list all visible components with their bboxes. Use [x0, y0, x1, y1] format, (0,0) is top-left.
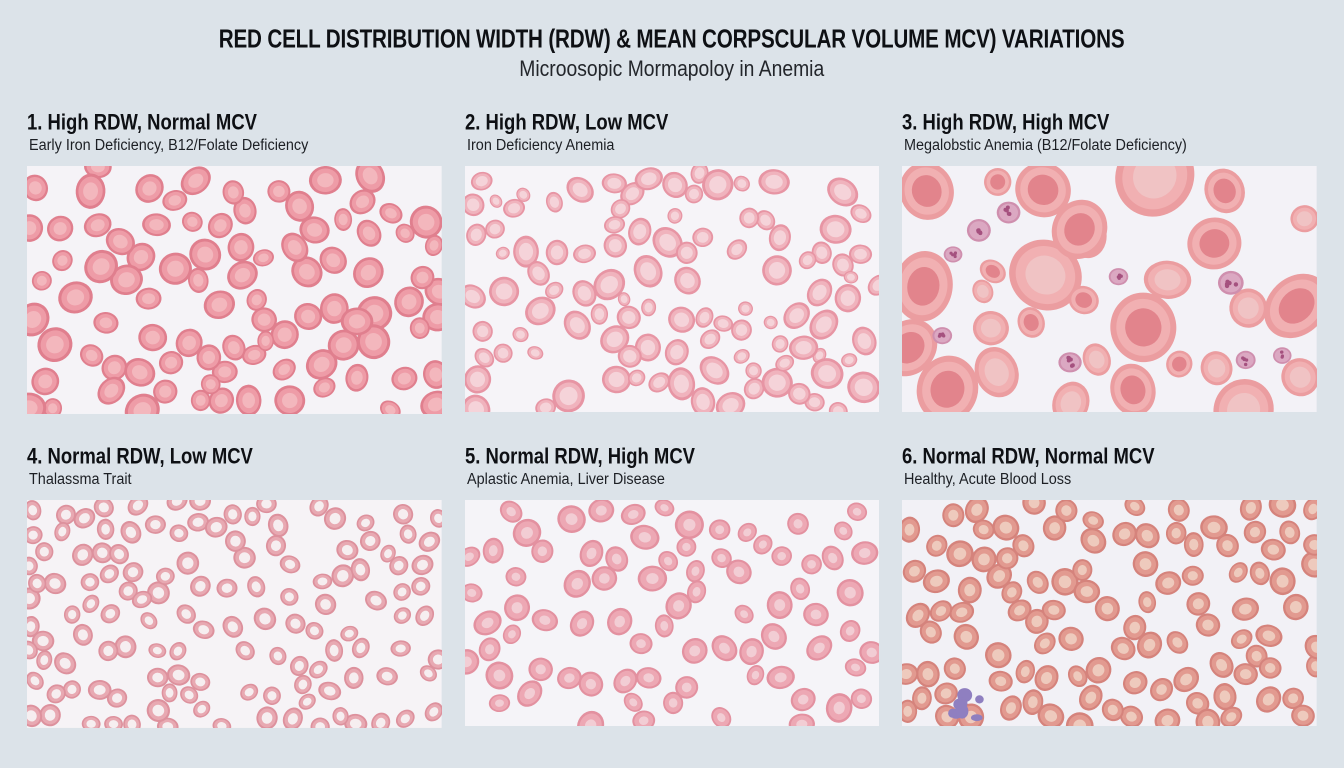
panel-6-normal-rdw-normal-mcv: 6. Normal RDW, Normal MCV Healthy, Acute… [902, 444, 1317, 728]
page-subtitle: Microosopic Mormapoloy in Anemia [519, 57, 825, 82]
header: RED CELL DISTRIBUTION WIDTH (RDW) & MEAN… [0, 0, 1344, 82]
panel-title: 5. Normal RDW, High MCV [464, 444, 695, 469]
panel-grid: 1. High RDW, Normal MCV Early Iron Defic… [27, 110, 1317, 728]
panel-caption: Aplastic Anemia, Liver Disease [466, 471, 665, 489]
panel-2-high-rdw-low-mcv: 2. High RDW, Low MCV Iron Deficiency Ane… [464, 110, 880, 414]
panel-4-normal-rdw-low-mcv: 4. Normal RDW, Low MCV Thalassma Trait [27, 444, 442, 728]
blood-smear-micrograph [902, 499, 1317, 726]
blood-smear-micrograph [902, 165, 1317, 413]
blood-smear-micrograph [27, 499, 442, 728]
panel-1-high-rdw-normal-mcv: 1. High RDW, Normal MCV Early Iron Defic… [27, 110, 442, 414]
panel-title: 6. Normal RDW, Normal MCV [902, 444, 1155, 469]
panel-title: 1. High RDW, Normal MCV [27, 110, 257, 135]
blood-smear-micrograph [27, 165, 442, 414]
blood-smear-micrograph [464, 499, 880, 726]
panel-caption: Thalassma Trait [29, 471, 132, 489]
panel-5-normal-rdw-high-mcv: 5. Normal RDW, High MCV Aplastic Anemia,… [464, 444, 880, 728]
panel-title: 4. Normal RDW, Low MCV [27, 444, 253, 469]
panel-title: 2. High RDW, Low MCV [464, 110, 668, 135]
panel-caption: Iron Deficiency Anemia [466, 137, 615, 155]
panel-caption: Healthy, Acute Blood Loss [904, 471, 1072, 489]
panel-3-high-rdw-high-mcv: 3. High RDW, High MCV Megalobstic Anemia… [902, 110, 1317, 414]
panel-caption: Megalobstic Anemia (B12/Folate Deficienc… [904, 137, 1188, 155]
blood-smear-micrograph [464, 165, 880, 413]
page-title: RED CELL DISTRIBUTION WIDTH (RDW) & MEAN… [219, 25, 1125, 54]
panel-title: 3. High RDW, High MCV [902, 110, 1110, 135]
panel-caption: Early Iron Deficiency, B12/Folate Defici… [29, 137, 309, 155]
